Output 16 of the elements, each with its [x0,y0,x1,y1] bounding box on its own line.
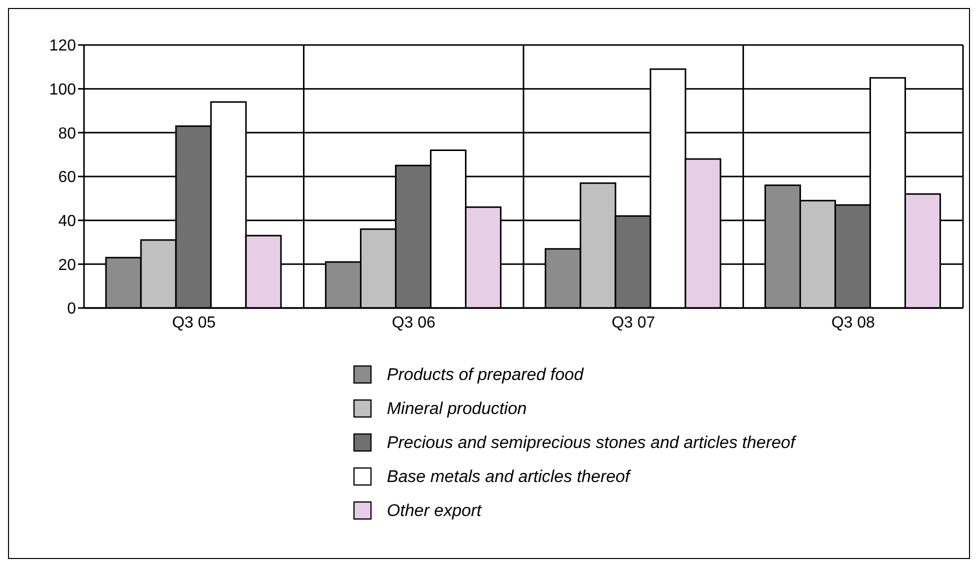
legend-label: Mineral production [386,399,527,419]
y-tick-label: 0 [67,300,76,318]
y-tick-label: 60 [58,169,76,186]
x-tick-label: Q3 05 [172,314,216,332]
y-tick-label: 40 [58,213,76,230]
y-tick-label: 20 [58,256,76,274]
x-tick-label: Q3 07 [612,314,656,332]
x-tick-label: Q3 08 [831,314,876,332]
legend-label: Other export [386,501,482,521]
y-tick-label: 100 [49,82,76,99]
legend-label: Precious and semiprecious stones and articles thereof [386,433,796,453]
y-tick-label: 80 [58,125,76,142]
legend-label: Base metals and articles thereof [386,467,630,487]
y-tick-label: 120 [49,38,76,55]
legend-label: Products of prepared food [386,365,584,385]
x-tick-label: Q3 06 [392,314,436,332]
